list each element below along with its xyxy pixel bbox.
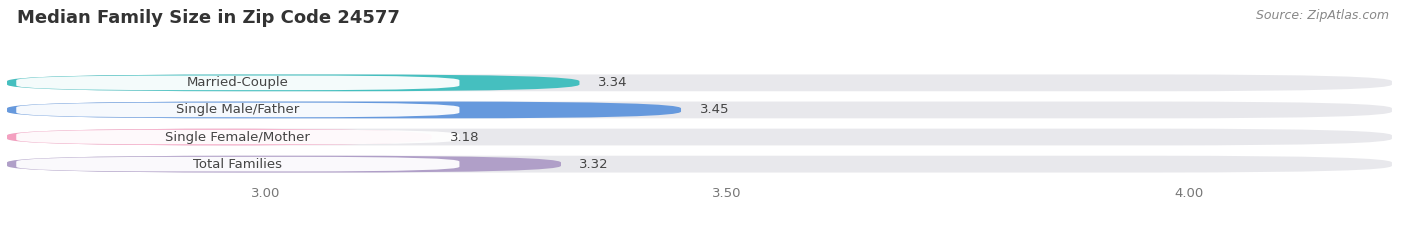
FancyBboxPatch shape [7,156,1392,172]
FancyBboxPatch shape [7,102,1392,118]
Text: Total Families: Total Families [194,158,283,171]
Text: Married-Couple: Married-Couple [187,76,288,89]
Text: 3.45: 3.45 [700,103,728,116]
FancyBboxPatch shape [7,75,579,91]
Text: 3.34: 3.34 [598,76,627,89]
FancyBboxPatch shape [7,102,681,118]
Text: 3.32: 3.32 [579,158,609,171]
FancyBboxPatch shape [17,130,460,144]
Text: Single Female/Mother: Single Female/Mother [166,130,311,144]
FancyBboxPatch shape [7,75,1392,91]
Text: Median Family Size in Zip Code 24577: Median Family Size in Zip Code 24577 [17,9,399,27]
FancyBboxPatch shape [17,75,460,90]
Text: 3.18: 3.18 [450,130,479,144]
FancyBboxPatch shape [7,129,432,145]
FancyBboxPatch shape [7,156,561,172]
FancyBboxPatch shape [17,103,460,117]
FancyBboxPatch shape [7,129,1392,145]
Text: Source: ZipAtlas.com: Source: ZipAtlas.com [1256,9,1389,22]
Text: Single Male/Father: Single Male/Father [176,103,299,116]
FancyBboxPatch shape [17,157,460,171]
